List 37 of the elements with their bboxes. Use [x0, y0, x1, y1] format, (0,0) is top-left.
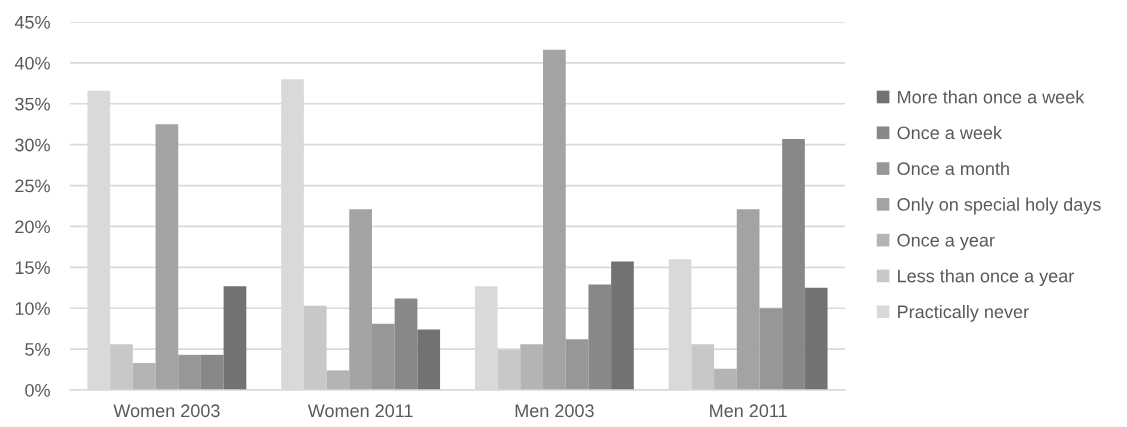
bar — [394, 298, 418, 390]
x-tick-label: Women 2011 — [307, 404, 413, 418]
legend-label: More than once a week — [898, 90, 1085, 104]
y-tick-label: 40% — [14, 56, 50, 70]
legend-label: Once a month — [897, 161, 1009, 176]
bar — [326, 370, 350, 390]
bar — [691, 344, 715, 390]
y-tick-label: 30% — [15, 138, 50, 152]
y-tick-label: 20% — [15, 220, 50, 234]
y-tick-label: 25% — [15, 179, 50, 193]
bar — [611, 261, 634, 390]
y-tick-label: 35% — [15, 97, 50, 111]
bar — [132, 363, 156, 390]
legend-label: Only on special holy days — [897, 197, 1101, 215]
bar — [714, 368, 737, 390]
x-tick-label: Men 2003 — [515, 404, 594, 418]
bar — [804, 287, 828, 390]
legend-label: Once a week — [897, 126, 1003, 140]
bar — [223, 286, 247, 390]
y-tick-label: 10% — [15, 302, 50, 315]
bar — [520, 344, 544, 390]
legend-label: Once a year — [897, 233, 995, 251]
bar — [303, 305, 327, 390]
bar — [110, 344, 133, 390]
bar — [782, 138, 805, 390]
bar — [200, 354, 224, 390]
bar — [497, 349, 521, 390]
y-tick-label: 0% — [25, 383, 50, 397]
y-tick-label: 45% — [14, 16, 50, 29]
legend-label: Practically never — [898, 304, 1029, 322]
x-tick-label: Women 2003 — [113, 404, 220, 418]
bar — [417, 329, 441, 390]
legend-label: Less than once a year — [898, 269, 1074, 286]
bar — [588, 284, 612, 390]
y-tick-label: 5% — [25, 343, 50, 356]
x-tick-label: Men 2011 — [710, 404, 787, 418]
y-tick-label: 15% — [15, 261, 50, 275]
